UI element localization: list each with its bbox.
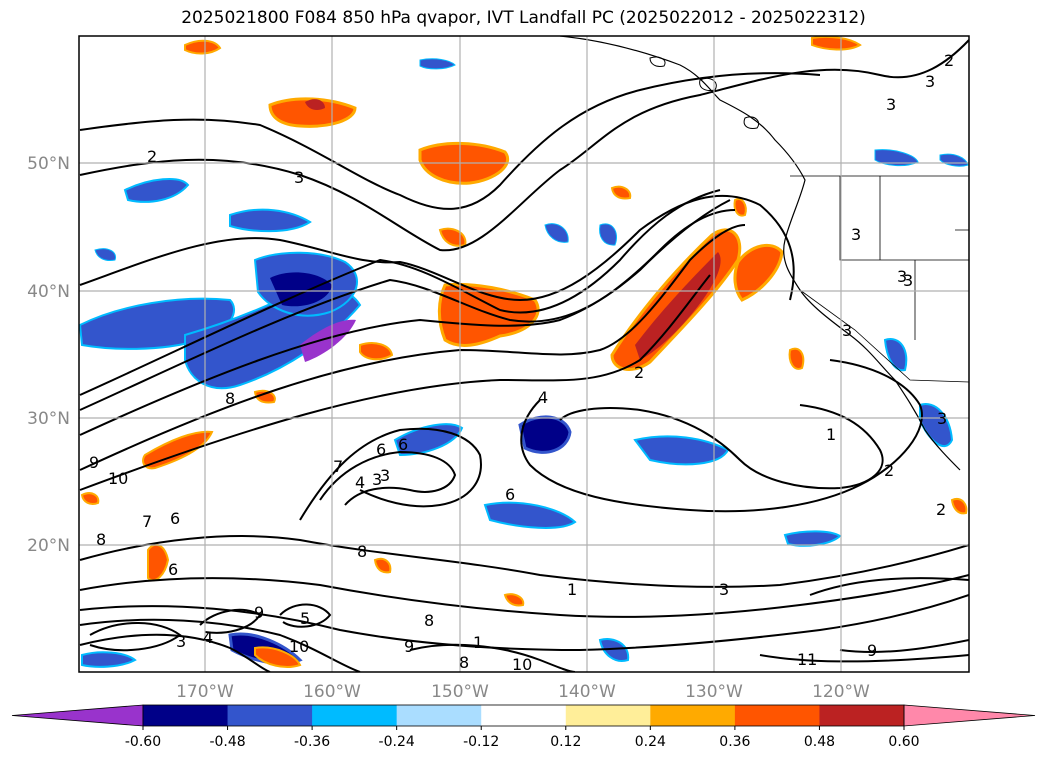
coastline-islands — [649, 56, 760, 129]
contour-label: 2 — [884, 461, 894, 480]
colorbar-extend-low — [11, 704, 144, 727]
contour-label: 11 — [797, 650, 817, 669]
map-panel: 2 3 3 2 3 3 3 3 3 3 2 8 4 6 6 4 3 7 9 10… — [79, 36, 969, 674]
contour-label: 4 — [538, 388, 548, 407]
contour-label: 10 — [289, 637, 309, 656]
colorbar-tick-label: -0.48 — [209, 734, 245, 750]
colorbar-segment — [143, 705, 229, 726]
contour-label: 8 — [96, 530, 106, 549]
contour-label: 2 — [936, 500, 946, 519]
colorbar: -0.60 -0.48 -0.36 -0.24 -0.12 0.12 0.24 0.36 0.4… — [11, 704, 1036, 750]
contour-label: 3 — [886, 95, 896, 114]
contour-label: 10 — [512, 655, 532, 674]
contour-label: 8 — [357, 542, 367, 561]
contour-label: 5 — [300, 609, 310, 628]
contour-label: 1 — [473, 633, 483, 652]
colorbar-segment — [734, 705, 820, 726]
colorbar-segment — [819, 705, 905, 726]
contour-label: 6 — [505, 485, 515, 504]
contour-label: 4 — [203, 628, 213, 647]
state-borders — [790, 175, 969, 383]
contour-label: 2 — [944, 51, 954, 70]
map-frame — [78, 35, 970, 673]
lat-label-20n: 20°N — [27, 536, 70, 556]
contour-label: 3 — [925, 72, 935, 91]
positive-anomaly-regions — [80, 36, 968, 668]
lat-label-40n: 40°N — [27, 282, 70, 302]
contour-label: 8 — [424, 611, 434, 630]
lon-label-150w: 150°W — [431, 682, 489, 702]
longitude-labels: 170°W 160°W 150°W 140°W 130°W 120°W — [176, 682, 870, 702]
contour-label: 7 — [333, 457, 343, 476]
colorbar-frame — [142, 704, 905, 727]
contour-label: 6 — [376, 440, 386, 459]
contour-label: 3 — [937, 409, 947, 428]
contour-label: 9 — [89, 453, 99, 472]
contour-label: 3 — [842, 321, 852, 340]
contour-label: 3 — [176, 632, 186, 651]
contour-lines — [79, 39, 969, 672]
latitude-labels: 50°N 40°N 30°N 20°N — [27, 154, 70, 556]
contour-label: 6 — [168, 560, 178, 579]
lon-label-130w: 130°W — [685, 682, 743, 702]
contour-label: 1 — [826, 425, 836, 444]
contour-label: 8 — [225, 389, 235, 408]
colorbar-segment — [227, 705, 313, 726]
contour-label: 8 — [459, 653, 469, 672]
contour-label: 9 — [254, 603, 264, 622]
contour-label: 4 — [355, 473, 365, 492]
lon-label-160w: 160°W — [303, 682, 361, 702]
contour-label: 3 — [897, 267, 907, 286]
contour-label: 6 — [170, 509, 180, 528]
negative-anomaly-regions — [79, 58, 969, 668]
colorbar-tick-label: -0.12 — [463, 734, 499, 750]
contour-label: 2 — [147, 147, 157, 166]
gridlines — [79, 36, 969, 672]
contour-label: 3 — [372, 470, 382, 489]
contour-label: 2 — [634, 363, 644, 382]
lon-label-170w: 170°W — [176, 682, 234, 702]
colorbar-tick-label: 0.60 — [888, 734, 919, 750]
colorbar-segment — [565, 705, 651, 726]
lat-label-50n: 50°N — [27, 154, 70, 174]
contour-label: 3 — [294, 168, 304, 187]
colorbar-segment — [650, 705, 736, 726]
contour-label: 3 — [719, 580, 729, 599]
colorbar-segment — [396, 705, 482, 726]
contour-label: 3 — [903, 271, 913, 290]
contour-label: 7 — [142, 512, 152, 531]
colorbar-extend-high — [903, 704, 1036, 727]
coastline — [559, 36, 961, 471]
colorbar-segment — [312, 705, 398, 726]
contour-label: 3 — [851, 225, 861, 244]
contour-label: 10 — [108, 469, 128, 488]
colorbar-tick-label: -0.60 — [125, 734, 161, 750]
lat-label-30n: 30°N — [27, 409, 70, 429]
colorbar-segment — [481, 705, 567, 726]
contour-label: 1 — [567, 580, 577, 599]
colorbar-tick-label: 0.12 — [550, 734, 581, 750]
colorbar-tick-label: 0.48 — [804, 734, 835, 750]
colorbar-tick-label: -0.24 — [379, 734, 415, 750]
contour-label: 6 — [398, 435, 408, 454]
contour-label: 3 — [380, 466, 390, 485]
contour-label: 9 — [404, 637, 414, 656]
contour-labels: 2 3 3 2 3 3 3 3 3 3 2 8 4 6 6 4 3 7 9 10… — [89, 51, 954, 674]
map-title: 2025021800 F084 850 hPa qvapor, IVT Land… — [181, 8, 866, 28]
lon-label-140w: 140°W — [558, 682, 616, 702]
lon-label-120w: 120°W — [812, 682, 870, 702]
colorbar-tick-label: -0.36 — [294, 734, 330, 750]
colorbar-tick-label: 0.36 — [719, 734, 750, 750]
contour-label: 9 — [867, 641, 877, 660]
colorbar-tick-label: 0.24 — [635, 734, 666, 750]
